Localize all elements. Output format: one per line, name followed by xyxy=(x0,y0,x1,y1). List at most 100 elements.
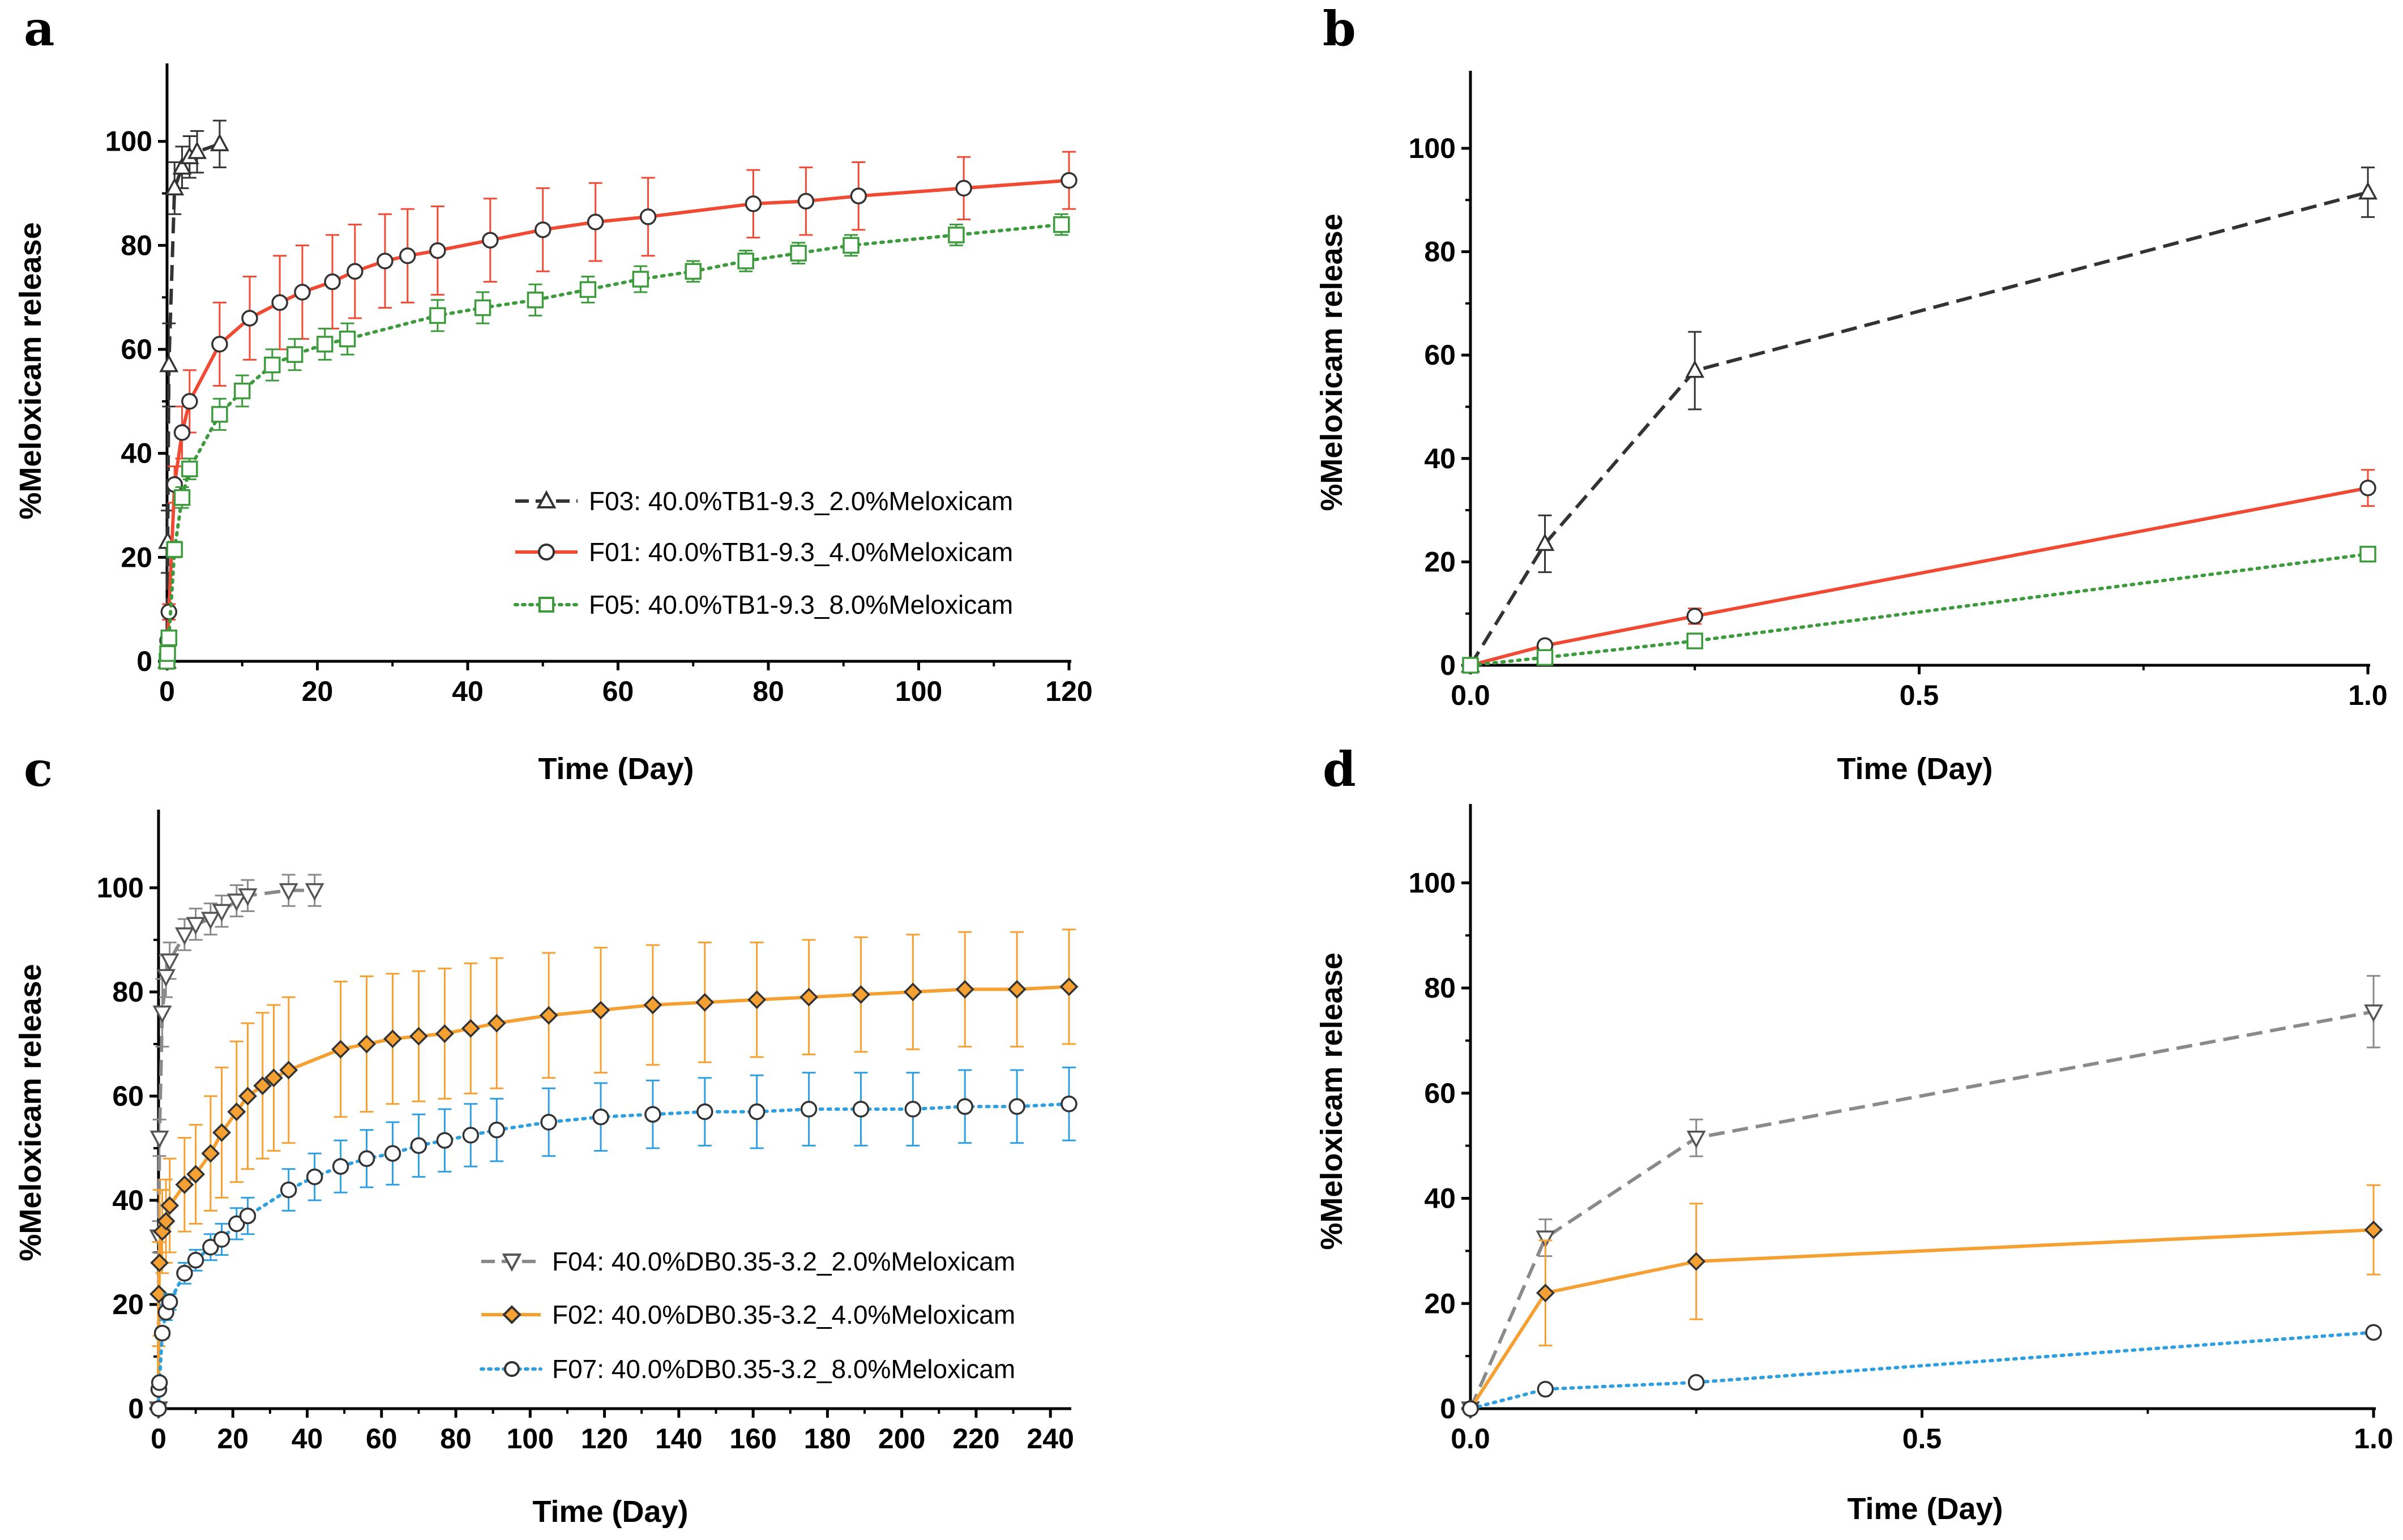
panel-a-data-point xyxy=(579,281,597,298)
panel-c-data-point xyxy=(186,917,206,935)
panel-b-y-tick-label: 80 xyxy=(1424,236,1456,268)
panel-a-data-point xyxy=(187,141,207,159)
legend-item-f03: F03: 40.0%TB1-9.3_2.0%Meloxicam xyxy=(515,486,1013,516)
panel-c-data-point xyxy=(153,1324,171,1342)
panel-b-x-tick-label: 1.0 xyxy=(2348,679,2388,711)
panel-b-y-tick-label: 40 xyxy=(1424,443,1456,474)
panel-c-data-point xyxy=(409,1026,428,1046)
panel-b-x-tick-label: 0.5 xyxy=(1900,679,1939,711)
panel-d-data-point xyxy=(1686,1130,1706,1149)
panel-a-data-point xyxy=(181,393,198,410)
panel-c-y-tick-label: 80 xyxy=(112,976,144,1008)
panel-a-data-point xyxy=(211,336,228,353)
panel-a-data-point xyxy=(264,356,281,374)
panel-a-data-point xyxy=(527,292,544,309)
panel-c-data-point xyxy=(227,1102,246,1122)
panel-c-data-point xyxy=(904,1101,922,1118)
panel-c-data-point xyxy=(539,1006,558,1025)
panel-c-data-point xyxy=(279,883,298,901)
panel-a-x-tick-label: 20 xyxy=(302,675,333,707)
panel-c-x-tick-label: 220 xyxy=(952,1423,999,1455)
panel-c-data-point xyxy=(1007,979,1027,999)
panel-c-data-point xyxy=(187,1252,204,1269)
legend-item-f02: F02: 40.0%DB0.35-3.2_4.0%Meloxicam xyxy=(481,1300,1015,1329)
legend-label-f07: F07: 40.0%DB0.35-3.2_8.0%Meloxicam xyxy=(552,1354,1015,1384)
panel-b-y-tick-label: 60 xyxy=(1424,339,1456,371)
panel-c-data-point xyxy=(306,1168,323,1186)
panel-a-data-point xyxy=(181,460,198,477)
panel-c-x-tick-label: 120 xyxy=(581,1423,628,1455)
panel-a-data-point xyxy=(166,541,183,558)
panel-d-y-tick-label: 60 xyxy=(1424,1077,1456,1109)
panel-b-data-point xyxy=(1535,533,1555,551)
panel-d-data-point xyxy=(2364,1004,2383,1023)
panel-c-data-point xyxy=(488,1122,506,1139)
panel-a-data-point xyxy=(685,263,702,280)
panel-c-data-point xyxy=(151,1374,168,1391)
panel-a-data-point xyxy=(429,307,446,324)
legend-label-f04: F04: 40.0%DB0.35-3.2_2.0%Meloxicam xyxy=(552,1247,1015,1276)
panel-a-data-point xyxy=(172,156,192,175)
panel-a-x-tick-label: 80 xyxy=(752,675,784,707)
panel-c-series-1 xyxy=(149,929,1079,1418)
panel-d-series-line-2 xyxy=(1469,1331,2375,1410)
panel-a-data-point xyxy=(587,213,604,230)
panel-c-data-point xyxy=(462,1127,480,1144)
panel-a-data-point xyxy=(294,284,311,301)
panel-c-data-point xyxy=(851,985,870,1004)
panel-c-data-point xyxy=(747,990,767,1009)
panel-d: d %Meloxicam release Time (Day) 0 20 40 60 8… xyxy=(1315,741,2393,1526)
panel-letter-c: c xyxy=(24,741,53,797)
panel-b-series-line-2 xyxy=(1469,552,2370,667)
panel-c-data-point xyxy=(487,1013,506,1033)
panel-c-data-point xyxy=(150,1253,169,1272)
panel-c-data-point xyxy=(226,893,246,912)
panel-c-data-point xyxy=(305,883,324,901)
panel-c-data-point xyxy=(644,1106,661,1123)
panel-b-data-point xyxy=(1462,657,1479,674)
panel-c-x-tick-label: 60 xyxy=(366,1423,397,1455)
panel-c-data-point xyxy=(238,888,258,906)
panel-d-series-2 xyxy=(1462,1324,2382,1417)
panel-d-series-line-0 xyxy=(1469,1009,2374,1410)
panel-a-data-point xyxy=(286,346,303,363)
legend-item-f07: F07: 40.0%DB0.35-3.2_8.0%Meloxicam xyxy=(480,1354,1015,1384)
legend-label-f03: F03: 40.0%TB1-9.3_2.0%Meloxicam xyxy=(589,486,1013,516)
panel-b-series-0 xyxy=(1461,166,2378,673)
panel-c-y-tick-label: 20 xyxy=(112,1289,144,1320)
panel-d-series-0 xyxy=(1461,975,2383,1419)
panel-c-data-point xyxy=(903,982,922,1002)
panel-c-data-point xyxy=(435,1024,454,1043)
panel-d-data-point xyxy=(1536,1230,1555,1248)
panel-c-data-point xyxy=(264,1068,283,1088)
legend-marker-f02 xyxy=(502,1305,521,1324)
panel-c-data-point xyxy=(748,1103,766,1120)
panel-c-y-tick-label: 100 xyxy=(97,872,144,904)
panel-c-data-point xyxy=(176,1265,193,1282)
panel-c-data-point xyxy=(1059,977,1079,996)
panel-d-data-point xyxy=(1537,1380,1554,1398)
panel-a-data-point xyxy=(159,354,179,373)
panel-a-y-tick-label: 60 xyxy=(121,333,152,365)
panel-a-data-point xyxy=(271,294,288,311)
panel-a-series-2 xyxy=(159,213,1070,670)
panel-a-data-point xyxy=(535,221,551,238)
panel-c-data-point xyxy=(161,1293,178,1311)
panel-a-series-line-1 xyxy=(165,178,1070,662)
panel-c-y-tick-label: 40 xyxy=(112,1184,144,1216)
panel-a-legend: F03: 40.0%TB1-9.3_2.0%Meloxicam F01: 40.… xyxy=(514,486,1013,619)
panel-c-data-point xyxy=(852,1101,870,1118)
panel-a-data-point xyxy=(790,245,807,262)
panel-c-x-tick-label: 200 xyxy=(878,1423,925,1455)
panel-c-data-point xyxy=(358,1150,375,1167)
panel-c-y-tick-label: 0 xyxy=(128,1393,144,1424)
panel-a-data-point xyxy=(160,629,178,647)
panel-c-data-point xyxy=(332,1158,349,1175)
panel-a-data-point xyxy=(209,133,229,152)
panel-c-data-point xyxy=(800,1101,818,1118)
panel-a-data-point xyxy=(1053,216,1070,233)
panel-d-data-point xyxy=(2365,1324,2382,1341)
panel-a-data-point xyxy=(745,195,762,212)
panel-c-data-point xyxy=(1008,1098,1025,1115)
